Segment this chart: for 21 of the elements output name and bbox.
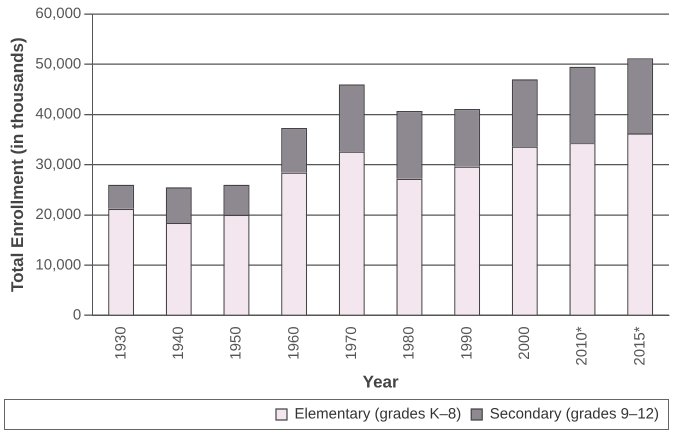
x-tick-label: 2000	[516, 326, 533, 360]
y-tick-label: 60,000	[35, 5, 82, 22]
x-tick-label: 2015*	[631, 326, 648, 366]
y-axis-title: Total Enrollment (in thousands)	[8, 37, 27, 292]
y-tick-label: 30,000	[35, 156, 82, 173]
x-tick-label: 1970	[342, 326, 360, 360]
y-tick-label: 40,000	[35, 106, 82, 123]
x-tick-label: 1930	[112, 326, 130, 360]
y-tick-label: 0	[72, 306, 82, 324]
x-tick-label: 1980	[400, 326, 418, 360]
legend-label: Elementary (grades K–8)	[294, 406, 462, 423]
x-tick-label: 1950	[228, 326, 245, 360]
x-tick-label: 1990	[458, 326, 476, 360]
y-tick-label: 20,000	[35, 206, 82, 224]
legend-label: Secondary (grades 9–12)	[490, 406, 660, 423]
y-tick-label: 10,000	[35, 256, 82, 274]
x-axis-title: Year	[362, 372, 399, 392]
x-tick-label: 1940	[170, 326, 187, 360]
x-tick-label: 1960	[285, 326, 302, 360]
x-tick-label: 2010*	[574, 326, 591, 366]
y-tick-label: 50,000	[35, 55, 82, 72]
